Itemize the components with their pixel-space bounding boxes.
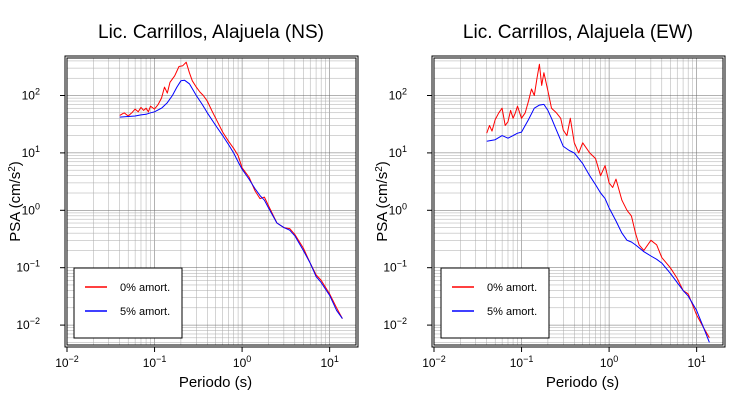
y-tick-label: 102 (22, 86, 40, 102)
axes-frame-outer (64, 55, 359, 348)
grid (66, 58, 357, 345)
y-tick-label: 10−2 (383, 316, 407, 332)
legend-label: 5% amort. (120, 306, 170, 318)
tick-marks (60, 94, 331, 352)
x-axis-label: Periodo (s) (179, 374, 252, 391)
chart-panel-1: Lic. Carrillos, Alajuela (NS) 10−2 10−1 100… (7, 22, 359, 391)
chart-panel-2: Lic. Carrillos, Alajuela (EW) 10−2 10−1 100… (374, 22, 726, 391)
series-line-blue (486, 103, 710, 343)
x-tick-label: 10−1 (510, 354, 534, 370)
y-tick-label: 100 (389, 201, 407, 217)
legend: 0% amort. 5% amort. (73, 267, 183, 339)
axes-frame (66, 57, 357, 346)
y-axis-label: PSA (cm/s2) (7, 161, 24, 242)
y-tick-label: 102 (389, 86, 407, 102)
axes-frame (433, 57, 724, 346)
tick-marks (427, 94, 698, 352)
x-tick-label: 10−2 (422, 354, 446, 370)
chart-title: Lic. Carrillos, Alajuela (EW) (463, 22, 693, 43)
y-tick-label: 10−1 (16, 259, 40, 275)
x-tick-label: 10−2 (55, 354, 79, 370)
x-tick-label: 100 (600, 354, 618, 370)
legend-label: 5% amort. (487, 306, 537, 318)
series-line-red (119, 61, 343, 319)
y-tick-label: 101 (389, 144, 407, 160)
y-axis-label: PSA (cm/s2) (374, 161, 391, 242)
y-tick-label: 10−2 (16, 316, 40, 332)
legend: 0% amort. 5% amort. (440, 267, 550, 339)
chart-title: Lic. Carrillos, Alajuela (NS) (98, 22, 324, 43)
grid (433, 58, 724, 345)
x-tick-label: 101 (687, 354, 705, 370)
y-tick-label: 100 (22, 201, 40, 217)
y-tick-label: 10−1 (383, 259, 407, 275)
y-tick-label: 101 (22, 144, 40, 160)
x-tick-label: 101 (320, 354, 338, 370)
legend-box (440, 267, 550, 339)
x-tick-label: 100 (233, 354, 251, 370)
legend-box (73, 267, 183, 339)
x-tick-label: 10−1 (143, 354, 167, 370)
series-line-red (486, 63, 710, 339)
axes-frame-outer (431, 55, 726, 348)
series-line-blue (119, 79, 343, 319)
x-axis-label: Periodo (s) (546, 374, 619, 391)
legend-label: 0% amort. (487, 282, 537, 294)
legend-label: 0% amort. (120, 282, 170, 294)
